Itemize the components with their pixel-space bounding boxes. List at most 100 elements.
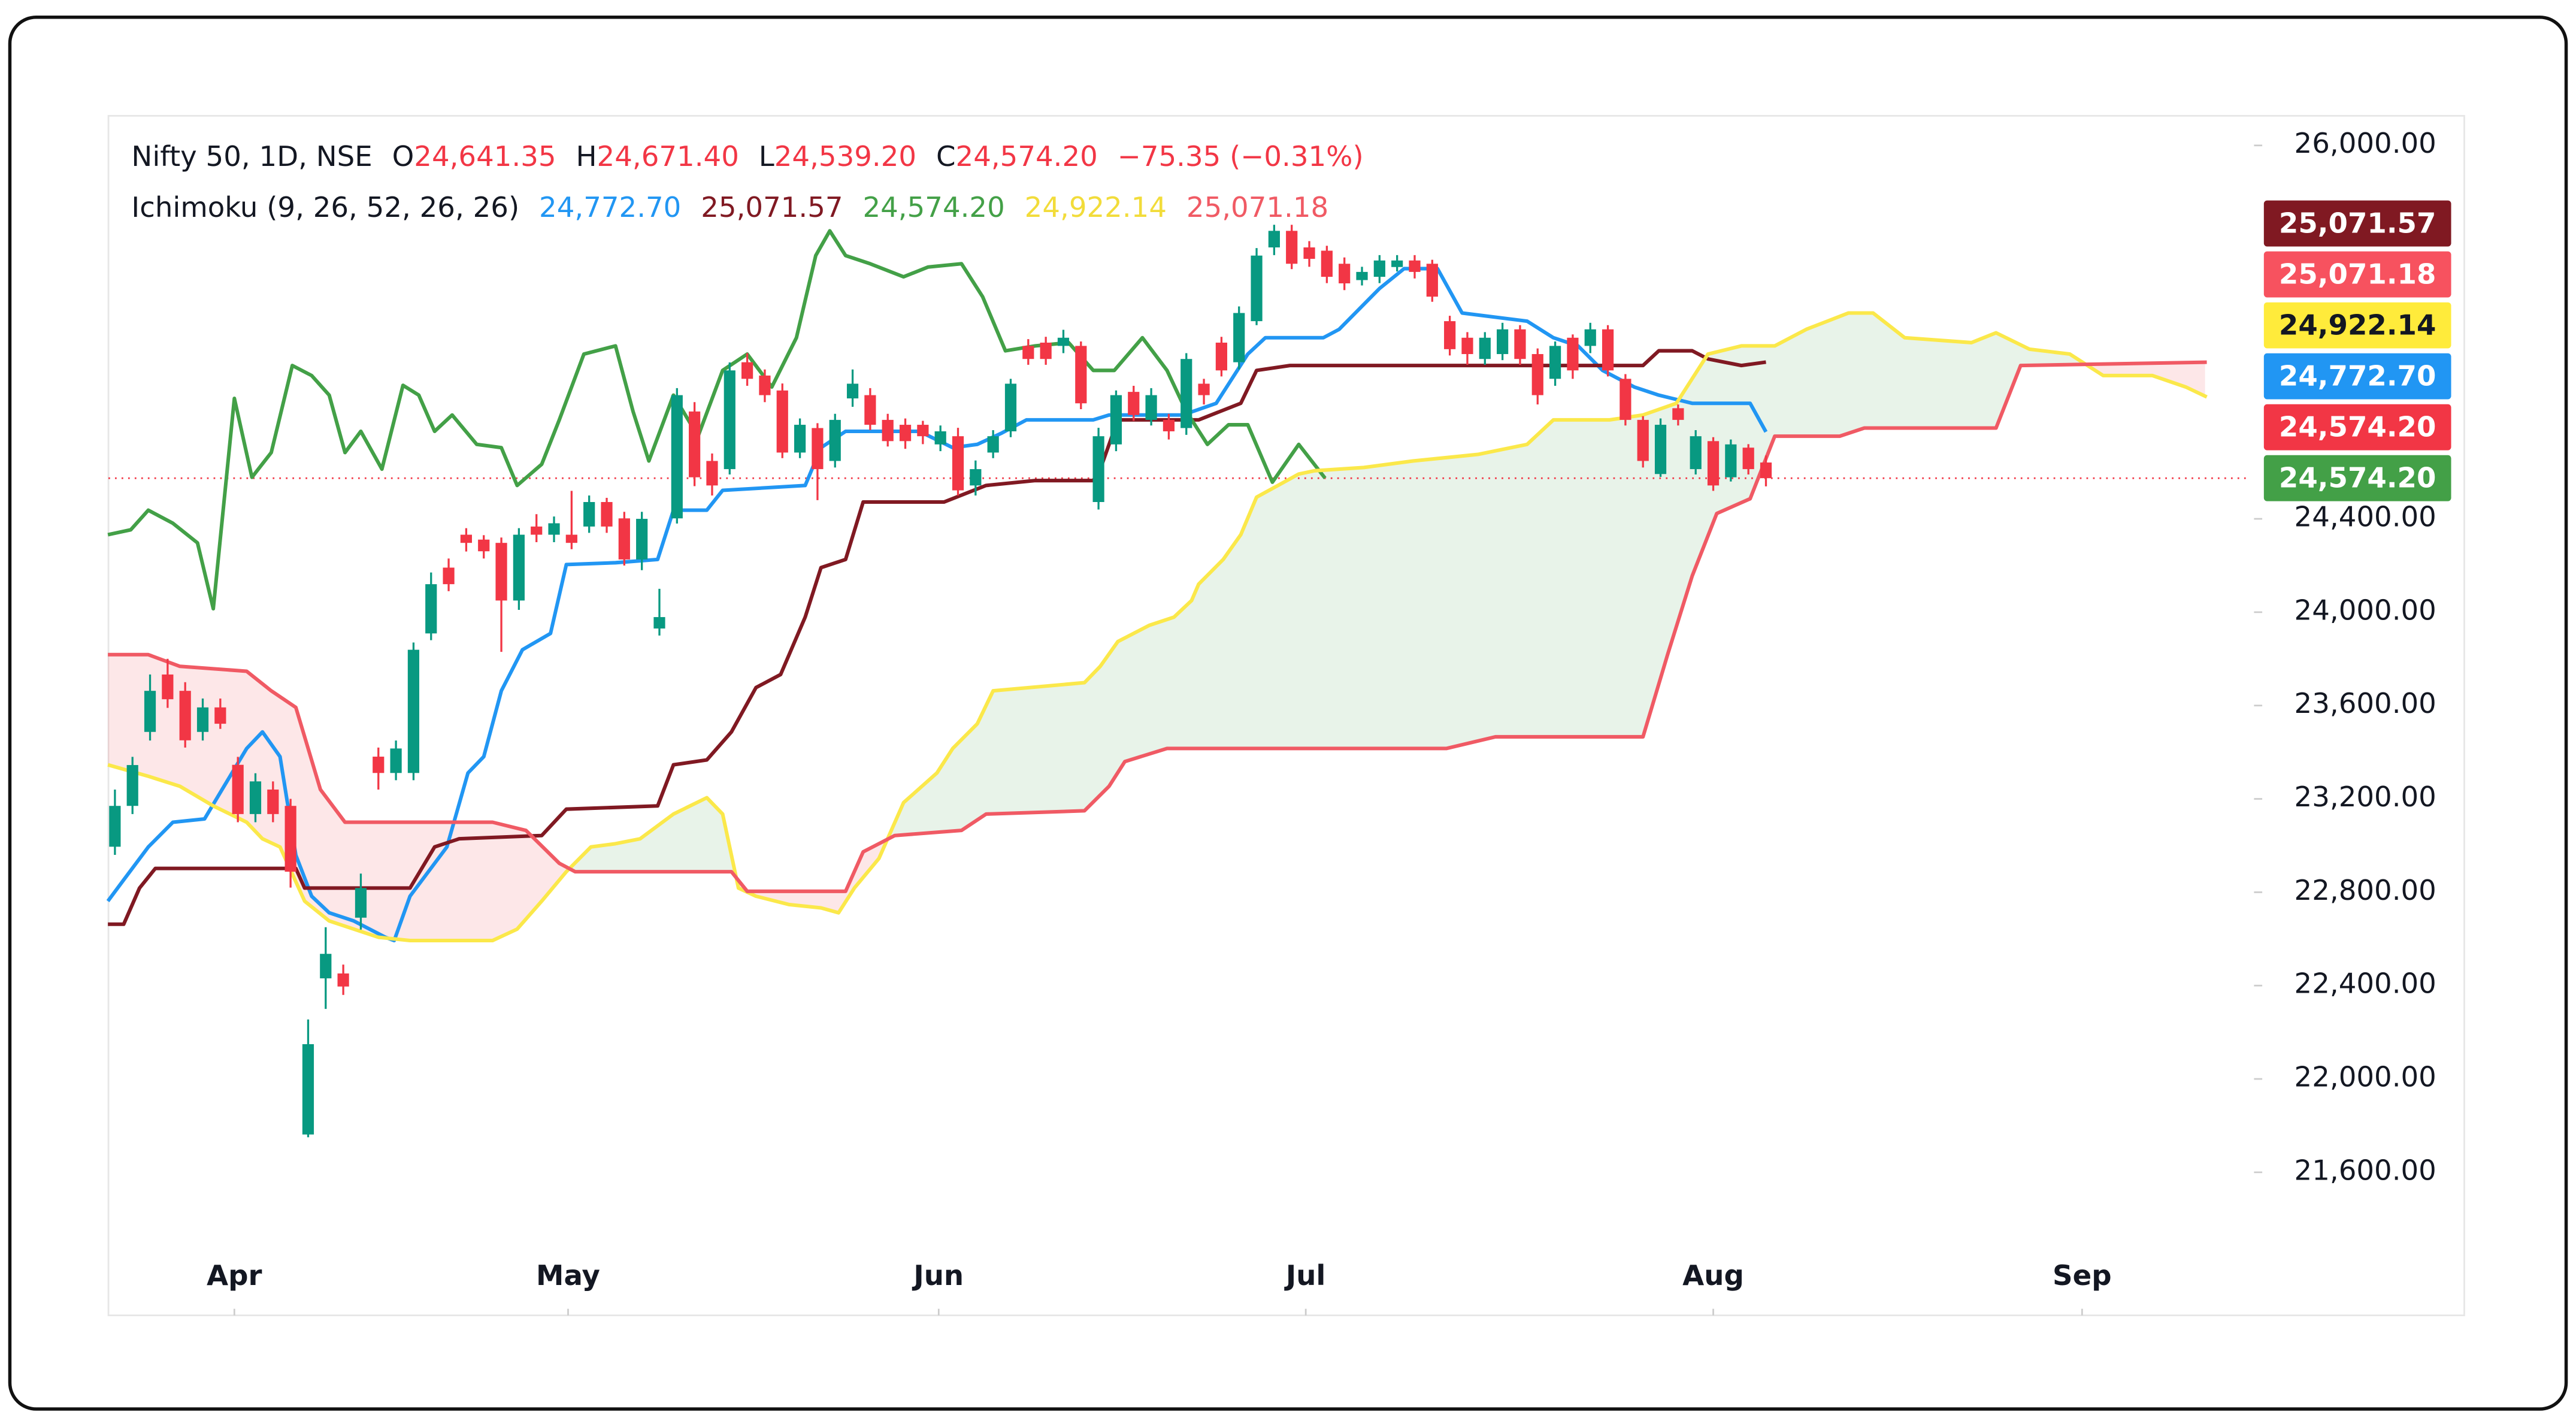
x-tick-label: Sep <box>2053 1259 2112 1292</box>
candle-body <box>776 390 788 453</box>
legend-text: 25,071.18 <box>1186 191 1328 223</box>
candle-body <box>1373 260 1385 277</box>
y-tick-label: 23,600.00 <box>2295 687 2436 719</box>
x-tick-label: Aug <box>1682 1259 1744 1292</box>
candle-body <box>934 431 946 445</box>
candle-body <box>1145 395 1157 420</box>
candle-body <box>565 534 577 543</box>
legend-text: 25,071.57 <box>701 191 843 223</box>
candle-body <box>1479 337 1491 359</box>
y-tick-label: 22,400.00 <box>2295 967 2436 1000</box>
candle-body <box>882 419 894 442</box>
x-tick-label: Jun <box>912 1259 964 1292</box>
candle-body <box>267 789 279 814</box>
price-badge-label: 25,071.57 <box>2279 207 2436 239</box>
candle-body <box>373 757 385 773</box>
candle-body <box>1672 408 1684 420</box>
price-badge-label: 25,071.18 <box>2279 258 2436 290</box>
candle-body <box>1707 441 1720 486</box>
candle-body <box>1514 329 1526 359</box>
candle-body <box>232 764 244 814</box>
candle-body <box>513 534 525 601</box>
indicator-line <box>108 349 1766 926</box>
candle-body <box>162 674 174 700</box>
candle-body <box>1075 346 1087 404</box>
cloud <box>2089 362 2205 397</box>
candle-body <box>846 383 859 399</box>
legend-text: 24,772.70 <box>539 191 681 223</box>
candle-body <box>1110 395 1122 445</box>
candle-body <box>1004 383 1017 431</box>
plot-frame <box>107 114 2465 1317</box>
y-tick-label: 24,400.00 <box>2295 501 2436 533</box>
y-tick-label: 23,200.00 <box>2295 781 2436 813</box>
candle-body <box>1461 337 1473 355</box>
candle-body <box>1602 329 1614 371</box>
candle-body <box>987 436 999 453</box>
y-tick-label: 26,000.00 <box>2295 127 2436 159</box>
candle-body <box>1760 462 1772 479</box>
candle-body <box>653 617 665 629</box>
candle-body <box>284 806 296 872</box>
legend-text: C <box>936 140 956 173</box>
price-badge-label: 24,574.20 <box>2279 461 2436 494</box>
candle-body <box>1426 264 1438 297</box>
candle-body <box>952 436 964 491</box>
price-badge <box>2263 302 2451 349</box>
candle-body <box>1531 354 1543 395</box>
candle-body <box>548 523 560 535</box>
candle-body <box>460 534 473 543</box>
legend-text: Nifty 50, 1D, NSE <box>131 140 372 173</box>
candle-body <box>407 649 420 773</box>
legend-text: 24,922.14 <box>1025 191 1167 223</box>
candle-body <box>214 707 226 724</box>
candle-body <box>864 395 876 425</box>
y-tick-label: 21,600.00 <box>2295 1154 2436 1186</box>
legend-text: Ichimoku (9, 26, 52, 26, 26) <box>131 191 519 223</box>
cloud <box>888 313 2090 839</box>
candle-body <box>1654 425 1667 474</box>
candle-body <box>1286 231 1298 264</box>
candle-body <box>970 469 982 486</box>
candle-body <box>1549 346 1561 379</box>
indicator-line <box>107 229 1327 611</box>
x-tick-label: Apr <box>207 1259 262 1292</box>
candle-body <box>583 502 595 527</box>
indicator-line <box>107 311 2208 943</box>
candle-body <box>320 954 332 979</box>
candle-body <box>443 567 455 585</box>
candle-body <box>1040 342 1052 359</box>
candle-body <box>1163 419 1175 431</box>
candle-body <box>1321 250 1333 277</box>
candle-body <box>390 748 402 773</box>
candle-body <box>636 519 648 560</box>
candle-body <box>794 425 806 453</box>
legend-text: 24,574.20 <box>956 140 1098 173</box>
candle-body <box>899 425 912 442</box>
candle-body <box>1339 264 1351 283</box>
candle-body <box>337 973 349 987</box>
price-badge-label: 24,772.70 <box>2279 359 2436 392</box>
price-badge <box>2263 455 2451 501</box>
legend-text: H <box>576 140 597 173</box>
candle-body <box>302 1044 314 1135</box>
candle-body <box>741 362 753 379</box>
candle-body <box>829 419 841 461</box>
candle-body <box>478 539 490 552</box>
candle-body <box>671 395 683 519</box>
candle-body <box>601 502 613 527</box>
candle-body <box>1409 260 1421 272</box>
candle-body <box>425 584 437 634</box>
candle-body <box>1092 436 1104 503</box>
candle-body <box>109 806 121 847</box>
candle-body <box>1198 383 1210 395</box>
candle-body <box>1303 247 1315 259</box>
candle-body <box>759 375 771 395</box>
candle-body <box>1637 419 1649 461</box>
price-badge <box>2263 353 2451 400</box>
y-tick-label: 22,800.00 <box>2295 874 2436 906</box>
candle-body <box>196 707 209 732</box>
candle-body <box>1567 337 1579 371</box>
